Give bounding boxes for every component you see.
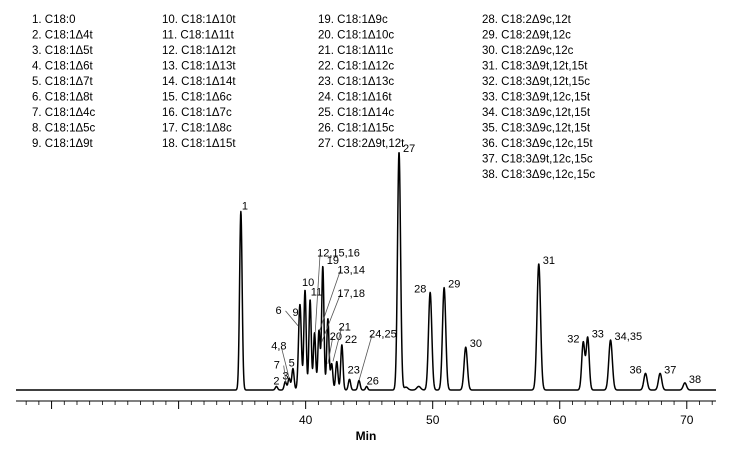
legend-entry: 22. C18:1Δ12c — [318, 61, 394, 73]
peak-label: 11 — [311, 287, 322, 299]
x-tick-label: 70 — [680, 413, 694, 427]
legend-entry: 13. C18:1Δ13t — [162, 61, 236, 73]
legend-entry: 27. C18:2Δ9t,12t — [318, 138, 405, 150]
legend-entry: 5. C18:1Δ7t — [32, 76, 94, 88]
chromatogram-trace — [15, 152, 717, 391]
peak-label: 5 — [289, 358, 295, 370]
x-tick-label: 50 — [426, 413, 440, 427]
legend-entry: 35. C18:3Δ9c,12t,15t — [482, 123, 591, 135]
legend-entry: 2. C18:1Δ4t — [32, 30, 94, 42]
peak-label: 21 — [339, 322, 351, 334]
x-axis-title: Min — [356, 429, 377, 443]
legend-entry: 12. C18:1Δ12t — [162, 45, 236, 57]
peak-label: 23 — [348, 364, 360, 376]
peak-leader-line — [314, 253, 321, 333]
peak-label: 30 — [470, 338, 482, 350]
peak-label: 36 — [629, 364, 641, 376]
legend-entry: 15. C18:1Δ6c — [162, 92, 232, 104]
legend-entry: 29. C18:2Δ9t,12c — [482, 30, 571, 42]
peak-label: 2 — [273, 375, 279, 387]
legend-entry: 17. C18:1Δ8c — [162, 123, 232, 135]
peak-label: 24,25 — [369, 329, 397, 341]
legend-entry: 19. C18:1Δ9c — [318, 14, 388, 26]
peak-legend: 1. C18:0 2. C18:1Δ4t 3. C18:1Δ5t 4. C18:1Δ6… — [32, 14, 595, 181]
peak-label: 9 — [292, 307, 298, 319]
peak-leader-line — [283, 365, 287, 383]
peak-label: 7 — [274, 360, 280, 372]
legend-entry: 36. C18:3Δ9c,12c,15t — [482, 138, 593, 150]
legend-entry: 37. C18:3Δ9t,12c,15c — [482, 154, 593, 166]
legend-entry: 21. C18:1Δ11c — [318, 45, 393, 57]
peak-label: 10 — [302, 277, 314, 289]
peak-label: 19 — [327, 255, 339, 267]
legend-entry: 14. C18:1Δ14t — [162, 76, 236, 88]
peak-label: 27 — [403, 143, 415, 155]
legend-entry: 8. C18:1Δ5c — [32, 123, 96, 135]
peak-label: 13,14 — [337, 264, 365, 276]
peak-labels: 1234,87569101112,15,161913,1417,18202122… — [242, 143, 701, 387]
legend-entry: 30. C18:2Δ9c,12c — [482, 45, 574, 57]
legend-entry: 10. C18:1Δ10t — [162, 14, 236, 26]
legend-entry: 7. C18:1Δ4c — [32, 107, 96, 119]
legend-entry: 25. C18:1Δ14c — [318, 107, 394, 119]
peak-label: 20 — [330, 331, 342, 343]
peak-label: 38 — [689, 374, 701, 386]
legend-entry: 16. C18:1Δ7c — [162, 107, 232, 119]
peak-label: 12,15,16 — [317, 248, 360, 260]
peak-leader-line — [332, 327, 343, 362]
legend-entry: 9. C18:1Δ9t — [32, 138, 94, 150]
legend-entry: 24. C18:1Δ16t — [318, 92, 392, 104]
peak-leader-line — [285, 310, 299, 326]
x-axis-ticks: 40 50 60 70 — [25, 401, 713, 427]
legend-entry: 23. C18:1Δ13c — [318, 76, 394, 88]
legend-entry: 33. C18:3Δ9t,12c,15t — [482, 92, 591, 104]
legend-entry: 38. C18:3Δ9c,12c,15c — [482, 169, 595, 181]
peak-label: 4,8 — [271, 341, 286, 353]
legend-entry: 34. C18:3Δ9c,12t,15t — [482, 107, 591, 119]
x-tick-label: 40 — [299, 413, 313, 427]
legend-entry: 3. C18:1Δ5t — [32, 45, 94, 57]
legend-entry: 20. C18:1Δ10c — [318, 30, 394, 42]
peak-label: 17,18 — [337, 288, 365, 300]
peak-leader-line — [321, 294, 341, 343]
peak-label: 28 — [414, 283, 426, 295]
peak-label: 1 — [242, 201, 248, 213]
x-tick-label: 60 — [553, 413, 567, 427]
legend-entry: 11. C18:1Δ11t — [162, 30, 235, 42]
peak-leader-line — [358, 334, 373, 381]
peak-leader-line — [280, 346, 290, 379]
peak-label: 34,35 — [615, 331, 643, 343]
peak-label: 22 — [345, 334, 357, 346]
peak-label: 32 — [567, 333, 579, 345]
peak-label: 26 — [367, 375, 379, 387]
peak-label: 37 — [664, 364, 676, 376]
legend-entry: 1. C18:0 — [32, 14, 75, 26]
peak-label: 31 — [543, 255, 555, 267]
peak-leader-line — [327, 336, 334, 364]
legend-entry: 4. C18:1Δ6t — [32, 61, 94, 73]
legend-entry: 32. C18:3Δ9t,12t,15c — [482, 76, 590, 88]
legend-entry: 18. C18:1Δ15t — [162, 138, 236, 150]
legend-entry: 6. C18:1Δ8t — [32, 92, 94, 104]
legend-entry: 31. C18:3Δ9t,12t,15t — [482, 61, 588, 73]
peak-leader-line — [319, 270, 341, 331]
peak-label: 29 — [448, 279, 460, 291]
peak-label: 6 — [276, 305, 282, 317]
legend-entry: 26. C18:1Δ15c — [318, 123, 394, 135]
legend-entry: 28. C18:2Δ9c,12t — [482, 14, 572, 26]
peak-label: 33 — [592, 329, 604, 341]
